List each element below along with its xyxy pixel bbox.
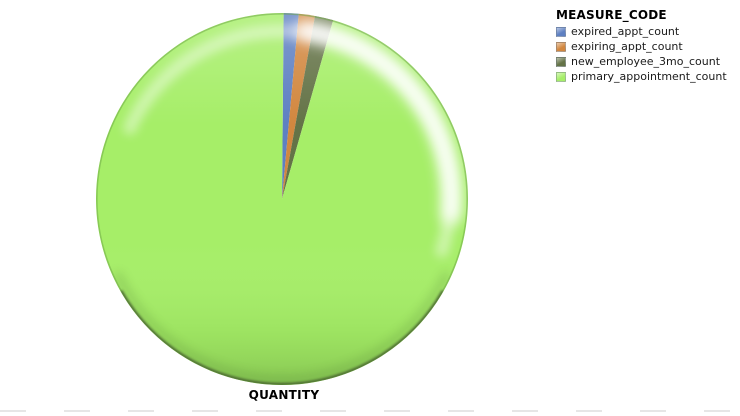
legend-item-new-employee: new_employee_3mo_count	[556, 56, 727, 68]
legend-item-expired: expired_appt_count	[556, 26, 727, 38]
legend-swatch-primary	[556, 72, 566, 82]
legend-label: expired_appt_count	[571, 25, 680, 38]
legend-item-primary: primary_appointment_count	[556, 71, 727, 83]
bottom-crop-artifact-line	[0, 410, 740, 412]
legend-swatch-expired	[556, 27, 566, 37]
legend-title: MEASURE_CODE	[556, 8, 667, 22]
legend: MEASURE_CODE expired_appt_count expiring…	[556, 8, 727, 86]
legend-swatch-new-employee	[556, 57, 566, 67]
legend-swatch-expiring	[556, 42, 566, 52]
legend-label: primary_appointment_count	[571, 70, 727, 83]
pie-gloss-overlay	[96, 13, 468, 385]
axis-label-quantity: QUANTITY	[248, 388, 320, 402]
legend-label: new_employee_3mo_count	[571, 55, 721, 68]
legend-label: expiring_appt_count	[571, 40, 683, 53]
legend-item-expiring: expiring_appt_count	[556, 41, 727, 53]
